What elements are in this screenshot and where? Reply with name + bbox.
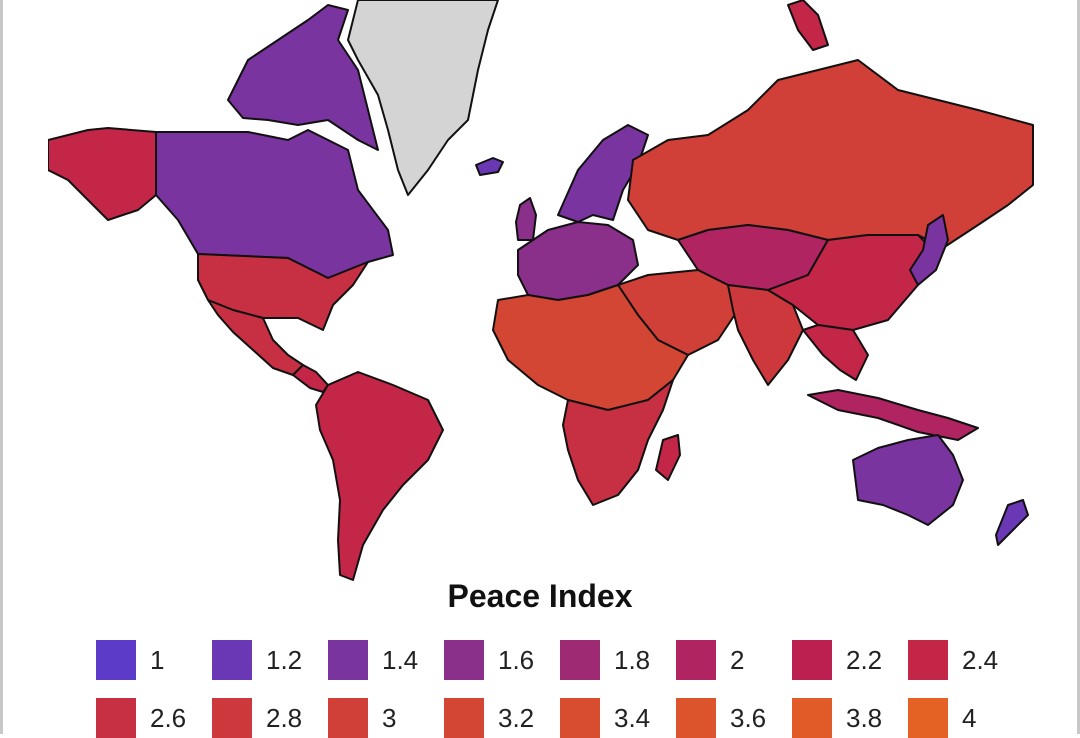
legend-label: 1.8 — [614, 644, 651, 675]
legend-swatch — [792, 698, 832, 738]
region-japan — [909, 214, 949, 286]
legend-item: 1 — [96, 640, 164, 680]
legend-label: 1.4 — [382, 644, 419, 675]
legend-label: 1.6 — [498, 644, 535, 675]
region-central-america — [292, 364, 329, 393]
legend-item: 3.8 — [792, 698, 882, 738]
region-russia — [627, 59, 1034, 249]
legend-label: 1.2 — [266, 644, 303, 675]
legend-swatch — [444, 698, 484, 738]
region-se-asia — [802, 324, 869, 381]
legend-label: 3.6 — [730, 702, 767, 733]
region-canada — [155, 129, 394, 279]
legend-label: 1 — [150, 644, 165, 675]
region-australia — [852, 434, 964, 526]
region-iceland — [475, 157, 504, 176]
legend-swatch — [444, 640, 484, 680]
legend-title: Peace Index — [447, 578, 633, 614]
region-canada-arctic — [227, 4, 379, 151]
legend-item: 1.4 — [328, 640, 418, 680]
region-south-america — [315, 371, 444, 581]
legend-label: 2 — [730, 644, 745, 675]
region-svalbard — [787, 0, 829, 51]
legend-label: 4 — [962, 702, 977, 733]
region-alaska — [48, 127, 157, 221]
legend-swatch — [212, 640, 252, 680]
legend-item: 3.2 — [444, 698, 534, 738]
window-frame-left — [0, 0, 3, 734]
legend-item: 2.2 — [792, 640, 882, 680]
legend-label: 2.4 — [962, 644, 999, 675]
legend-item: 2.8 — [212, 698, 302, 738]
legend-item: 3.4 — [560, 698, 650, 738]
legend-swatch — [96, 698, 136, 738]
legend-item: 2 — [676, 640, 744, 680]
legend-item: 1.2 — [212, 640, 302, 680]
legend-swatch — [908, 640, 948, 680]
legend-swatch — [676, 698, 716, 738]
world-map — [48, 0, 1034, 581]
legend-label: 3.4 — [614, 702, 651, 733]
region-greenland — [347, 0, 499, 196]
legend-swatch — [212, 698, 252, 738]
legend-swatch — [96, 640, 136, 680]
legend-label: 2.6 — [150, 702, 187, 733]
legend-swatch — [328, 640, 368, 680]
region-europe-west — [517, 221, 639, 301]
legend-swatch — [328, 698, 368, 738]
legend-item: 1.6 — [444, 640, 534, 680]
window-frame-right — [1077, 0, 1080, 734]
region-new-zealand — [995, 499, 1029, 546]
legend-item: 3.6 — [676, 698, 766, 738]
legend-swatch — [908, 698, 948, 738]
legend-label: 2.2 — [846, 644, 883, 675]
legend-swatch — [560, 640, 600, 680]
region-uk — [515, 197, 537, 241]
region-madagascar — [655, 434, 681, 481]
region-africa-north — [492, 284, 689, 411]
legend-item: 2.6 — [96, 698, 186, 738]
legend-item: 4 — [908, 698, 976, 738]
legend-item: 2.4 — [908, 640, 998, 680]
region-africa-south — [562, 379, 674, 506]
legend-swatch — [560, 698, 600, 738]
legend-label: 2.8 — [266, 702, 303, 733]
legend-item: 1.8 — [560, 640, 650, 680]
legend-label: 3.8 — [846, 702, 883, 733]
legend-item: 3 — [328, 698, 396, 738]
legend-label: 3.2 — [498, 702, 535, 733]
legend-swatch — [676, 640, 716, 680]
region-indonesia — [807, 389, 979, 441]
legend-label: 3 — [382, 702, 397, 733]
legend-swatch — [792, 640, 832, 680]
